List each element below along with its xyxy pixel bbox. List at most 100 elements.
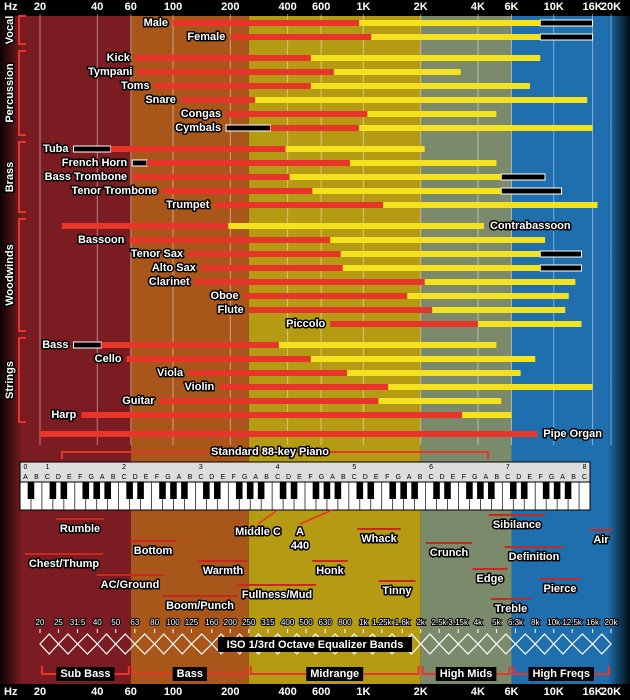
x-tick-label: 2K xyxy=(414,686,428,698)
note-label: B xyxy=(571,474,576,481)
iso-tick-label: 6.3k xyxy=(508,618,524,627)
note-label: G xyxy=(165,474,170,481)
note-label: B xyxy=(34,474,39,481)
iso-tick-label: 3.15k xyxy=(448,618,469,627)
harmonics-range xyxy=(333,69,461,75)
piano-bracket xyxy=(61,451,489,459)
instrument-label: Congas xyxy=(181,108,221,120)
note-label: D xyxy=(516,474,521,481)
tone-label: Chest/Thump xyxy=(29,558,100,570)
iso-tick-label: 12.5k xyxy=(562,618,583,627)
note-label: C xyxy=(429,474,434,481)
harmonics-range xyxy=(367,111,497,117)
region-label-bg xyxy=(306,667,364,681)
iso-tick-label: 16k xyxy=(586,618,600,627)
note-label: E xyxy=(374,474,379,481)
octave-label: 6 xyxy=(429,464,433,471)
note-label: B xyxy=(264,474,269,481)
tone-label: Crunch xyxy=(430,547,469,559)
note-label: D xyxy=(439,474,444,481)
fundamental-range xyxy=(81,412,463,418)
harmonics-range xyxy=(342,265,541,271)
iso-tick-label: 2k xyxy=(416,618,425,627)
tone-underline xyxy=(312,560,348,562)
note-label: D xyxy=(209,474,214,481)
fundamental-range xyxy=(101,342,279,348)
fundamental-range xyxy=(137,69,334,75)
iso-tick-label: 630 xyxy=(318,618,332,627)
extended-range xyxy=(73,145,112,153)
iso-tick-label: 100 xyxy=(166,618,180,627)
fundamental-range xyxy=(129,237,331,243)
tone-label: Edge xyxy=(477,573,504,585)
x-tick-label: 16K xyxy=(582,686,602,698)
tone-underline xyxy=(490,598,532,600)
fundamental-range xyxy=(330,321,478,327)
note-label: E xyxy=(67,474,72,481)
x-tick-label: 40 xyxy=(91,686,103,698)
region-label: Bass xyxy=(177,668,203,680)
x-tick-label: 20K xyxy=(601,686,621,698)
group-bracket xyxy=(18,337,26,423)
extended-range xyxy=(539,250,583,258)
fundamental-range xyxy=(226,111,368,117)
axis-unit: Hz xyxy=(4,1,18,13)
tone-label: AC/Ground xyxy=(101,579,160,591)
axis-bar xyxy=(0,0,630,16)
note-label: F xyxy=(308,474,312,481)
instrument-label: Female xyxy=(187,31,225,43)
harmonics-range xyxy=(340,251,541,257)
iso-tick-label: 63 xyxy=(130,618,139,627)
instrument-label: Harp xyxy=(51,409,76,421)
x-tick-label: 20 xyxy=(34,686,46,698)
fundamental-range xyxy=(188,251,341,257)
group-label: Brass xyxy=(4,162,16,193)
note-label: G xyxy=(242,474,247,481)
fundamental-range xyxy=(40,431,538,437)
instrument-label: Kick xyxy=(107,52,131,64)
fundamental-range xyxy=(134,55,311,61)
tone-underline xyxy=(55,518,105,520)
fundamental-range xyxy=(154,83,311,89)
tone-label: Sibilance xyxy=(493,519,541,531)
fundamental-range xyxy=(194,279,425,285)
edge-shade xyxy=(0,14,22,684)
iso-tick-label: 20 xyxy=(36,618,45,627)
note-label: C xyxy=(122,474,127,481)
instrument-label: Cello xyxy=(95,353,122,365)
note-label: G xyxy=(549,474,554,481)
note-label: A xyxy=(407,474,412,481)
region xyxy=(40,14,131,684)
iso-band-shape xyxy=(591,633,612,655)
iso-title-bg xyxy=(218,637,412,652)
x-tick-label: 200 xyxy=(221,1,239,13)
note-label: D xyxy=(363,474,368,481)
extended-range xyxy=(500,187,563,195)
x-tick-label: 200 xyxy=(221,686,239,698)
x-tick-label: 6K xyxy=(504,686,518,698)
harmonics-range xyxy=(371,34,541,40)
note-label: C xyxy=(505,474,510,481)
instrument-label: Cymbals xyxy=(175,122,221,134)
note-label: F xyxy=(462,474,466,481)
x-tick-label: 16K xyxy=(582,1,602,13)
fundamental-range xyxy=(159,398,379,404)
instrument-label: Bass Trombone xyxy=(45,171,128,183)
note-label: G xyxy=(319,474,324,481)
tone-label: Rumble xyxy=(60,523,100,535)
extended-range xyxy=(73,341,102,349)
iso-tick-label: 10k xyxy=(547,618,561,627)
iso-tick-label: 31.5 xyxy=(70,618,86,627)
instrument-label: Tenor Sax xyxy=(131,248,184,260)
group-bracket xyxy=(18,141,26,213)
region-label: Sub Bass xyxy=(60,668,110,680)
fundamental-range xyxy=(230,34,372,40)
octave-label: 2 xyxy=(122,464,126,471)
tone-label: Air xyxy=(593,534,609,546)
note-label: C xyxy=(45,474,50,481)
extended-range xyxy=(225,124,271,132)
iso-tick-label: 400 xyxy=(281,618,295,627)
harmonics-range xyxy=(346,370,521,376)
instrument-label: Flute xyxy=(217,304,243,316)
